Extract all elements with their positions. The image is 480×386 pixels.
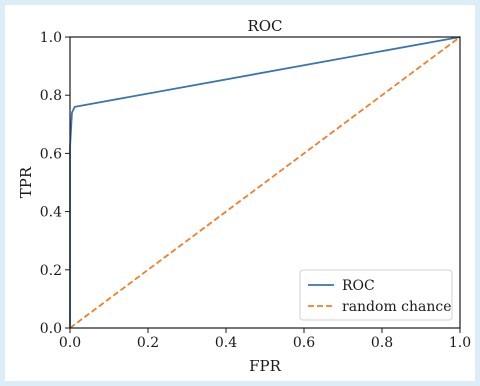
series-line-random-chance — [69, 36, 461, 329]
chart-frame: 0.0 0.2 0.4 0.6 0.8 1.0 0.0 0.2 0.4 0.6 0.8 1.0 ROC… — [5, 5, 475, 381]
legend-box — [299, 269, 453, 321]
y-tick-label: 0.8 — [40, 88, 62, 104]
chart-title: ROC — [247, 17, 282, 35]
x-tick-label: 0.8 — [371, 335, 393, 351]
y-tick-label: 0.4 — [40, 205, 62, 221]
y-tick-label: 0.0 — [40, 321, 62, 337]
x-tick-label: 0.2 — [137, 335, 159, 351]
y-tick-label: 0.2 — [40, 263, 62, 279]
y-axis-label: TPR — [17, 166, 35, 198]
x-tick-label: 0.0 — [59, 335, 81, 351]
legend: ROC random chance — [299, 269, 453, 321]
legend-entry-label: ROC — [342, 278, 375, 294]
ticks-layer: 0.0 0.2 0.4 0.6 0.8 1.0 0.0 0.2 0.4 0.6 0.8 1.0 — [40, 30, 471, 351]
x-tick-label: 0.4 — [215, 335, 237, 351]
y-tick-label: 1.0 — [40, 30, 62, 46]
x-tick-label: 0.6 — [293, 335, 315, 351]
y-tick-label: 0.6 — [40, 146, 62, 162]
x-tick-label: 1.0 — [449, 335, 471, 351]
plot-area-border — [69, 36, 461, 329]
x-axis-label: FPR — [249, 357, 282, 375]
legend-entry-label: random chance — [342, 299, 452, 315]
roc-chart: 0.0 0.2 0.4 0.6 0.8 1.0 0.0 0.2 0.4 0.6 0.8 1.0 ROC… — [17, 17, 471, 375]
